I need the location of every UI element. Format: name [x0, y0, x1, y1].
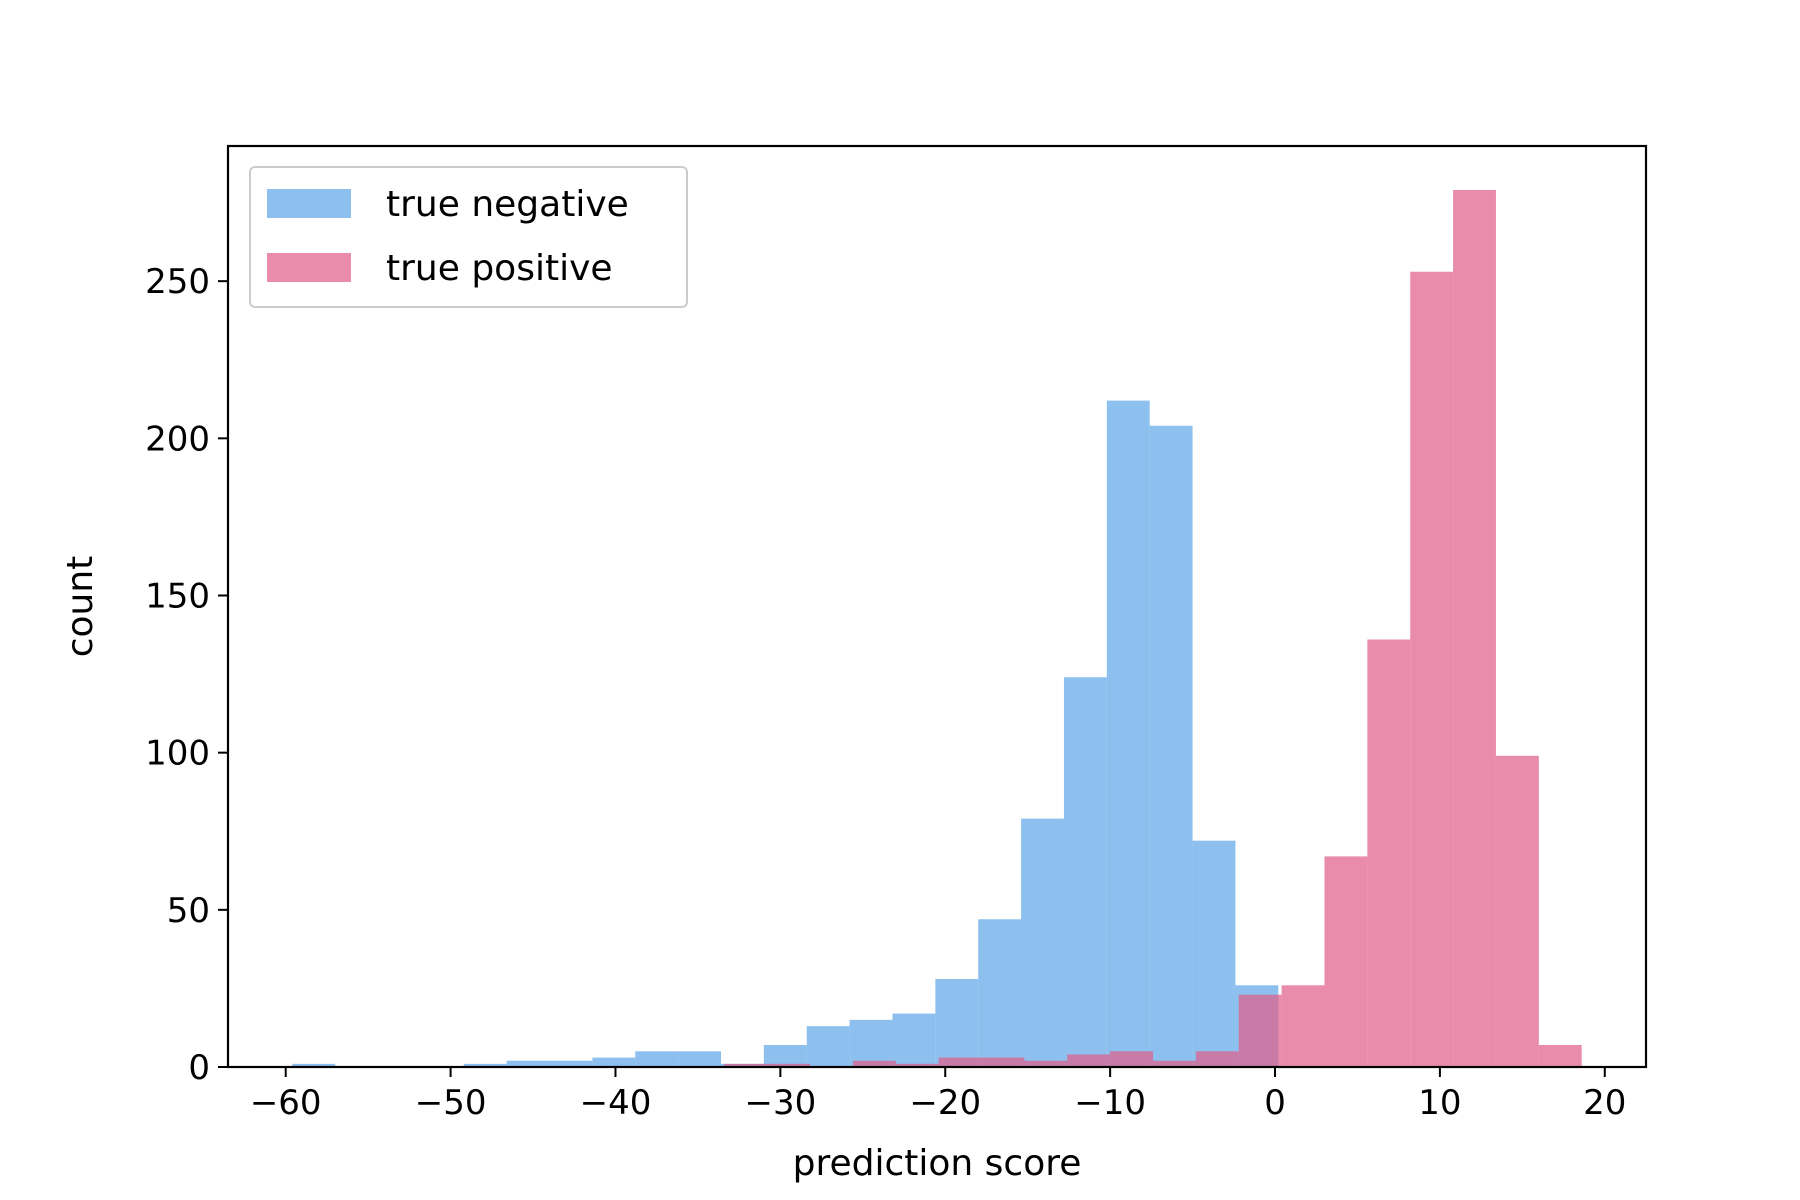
bar-true-positive	[1281, 985, 1325, 1067]
bar-true-negative	[806, 1026, 850, 1067]
bar-true-negative	[763, 1044, 807, 1067]
plot-frame	[226, 144, 1648, 1069]
bar-true-positive	[1024, 1060, 1068, 1067]
y-tick-label: 150	[145, 576, 210, 616]
bar-true-negative	[463, 1063, 507, 1067]
legend-label-true-positive: true positive	[386, 248, 613, 289]
x-tick-label: −10	[1074, 1083, 1146, 1123]
legend: true negative true positive	[249, 166, 688, 308]
bar-true-positive	[1453, 190, 1496, 1067]
bar-true-positive	[1067, 1054, 1111, 1067]
bar-true-negative	[1106, 400, 1150, 1067]
bar-true-negative	[549, 1060, 593, 1067]
x-tick-label: −40	[580, 1083, 652, 1123]
x-tick-label: −50	[415, 1083, 487, 1123]
x-tick-label: 0	[1264, 1083, 1286, 1123]
x-axis: −60 −50 −40 −30 −20 −10 0 10 20	[250, 1067, 1626, 1123]
x-tick-label: −30	[744, 1083, 816, 1123]
x-axis-label: prediction score	[793, 1143, 1082, 1184]
bar-true-positive	[1195, 1051, 1239, 1067]
bar-true-negative	[935, 978, 979, 1067]
bar-true-negative	[506, 1060, 550, 1067]
legend-swatch-true-positive	[267, 253, 351, 282]
bar-true-positive	[1110, 1051, 1153, 1067]
bar-true-positive	[981, 1057, 1025, 1067]
y-tick-label: 100	[145, 734, 210, 774]
bar-true-positive	[895, 1063, 939, 1067]
bar-true-positive	[767, 1063, 811, 1067]
legend-label-true-negative: true negative	[386, 184, 629, 225]
bars-layer	[292, 190, 1582, 1068]
x-tick-label: −60	[250, 1083, 322, 1123]
bar-true-negative	[978, 919, 1022, 1067]
bar-true-negative	[678, 1051, 722, 1067]
legend-box	[249, 166, 688, 308]
bar-true-positive	[1367, 639, 1411, 1067]
bar-true-negative	[292, 1063, 336, 1067]
bar-true-positive	[724, 1063, 768, 1067]
bar-true-positive	[1495, 755, 1539, 1067]
bar-true-positive	[1410, 271, 1454, 1068]
bar-true-negative	[1063, 677, 1107, 1067]
bar-true-negative	[1149, 425, 1193, 1067]
y-tick-label: 250	[145, 262, 210, 302]
x-tick-label: −20	[909, 1083, 981, 1123]
y-axis: 0 50 100 150 200 250	[145, 262, 228, 1088]
x-tick-label: 20	[1583, 1083, 1626, 1123]
bar-true-negative	[892, 1013, 936, 1067]
y-tick-label: 200	[145, 419, 210, 459]
bar-true-positive	[1152, 1060, 1196, 1067]
bar-true-positive	[1538, 1044, 1582, 1067]
bar-true-negative	[849, 1019, 893, 1067]
bar-true-negative	[592, 1057, 636, 1067]
bar-true-positive	[1324, 856, 1368, 1067]
y-tick-label: 50	[167, 891, 210, 931]
bar-true-positive	[1238, 994, 1282, 1067]
bar-true-positive	[938, 1057, 982, 1067]
y-tick-label: 0	[188, 1048, 210, 1088]
legend-swatch-true-negative	[267, 189, 351, 218]
bar-true-negative	[1021, 818, 1064, 1067]
bar-true-negative	[635, 1051, 679, 1067]
y-axis-label: count	[60, 556, 101, 658]
bar-true-positive	[852, 1060, 896, 1067]
x-tick-label: 10	[1418, 1083, 1461, 1123]
bar-true-negative	[1192, 840, 1236, 1067]
